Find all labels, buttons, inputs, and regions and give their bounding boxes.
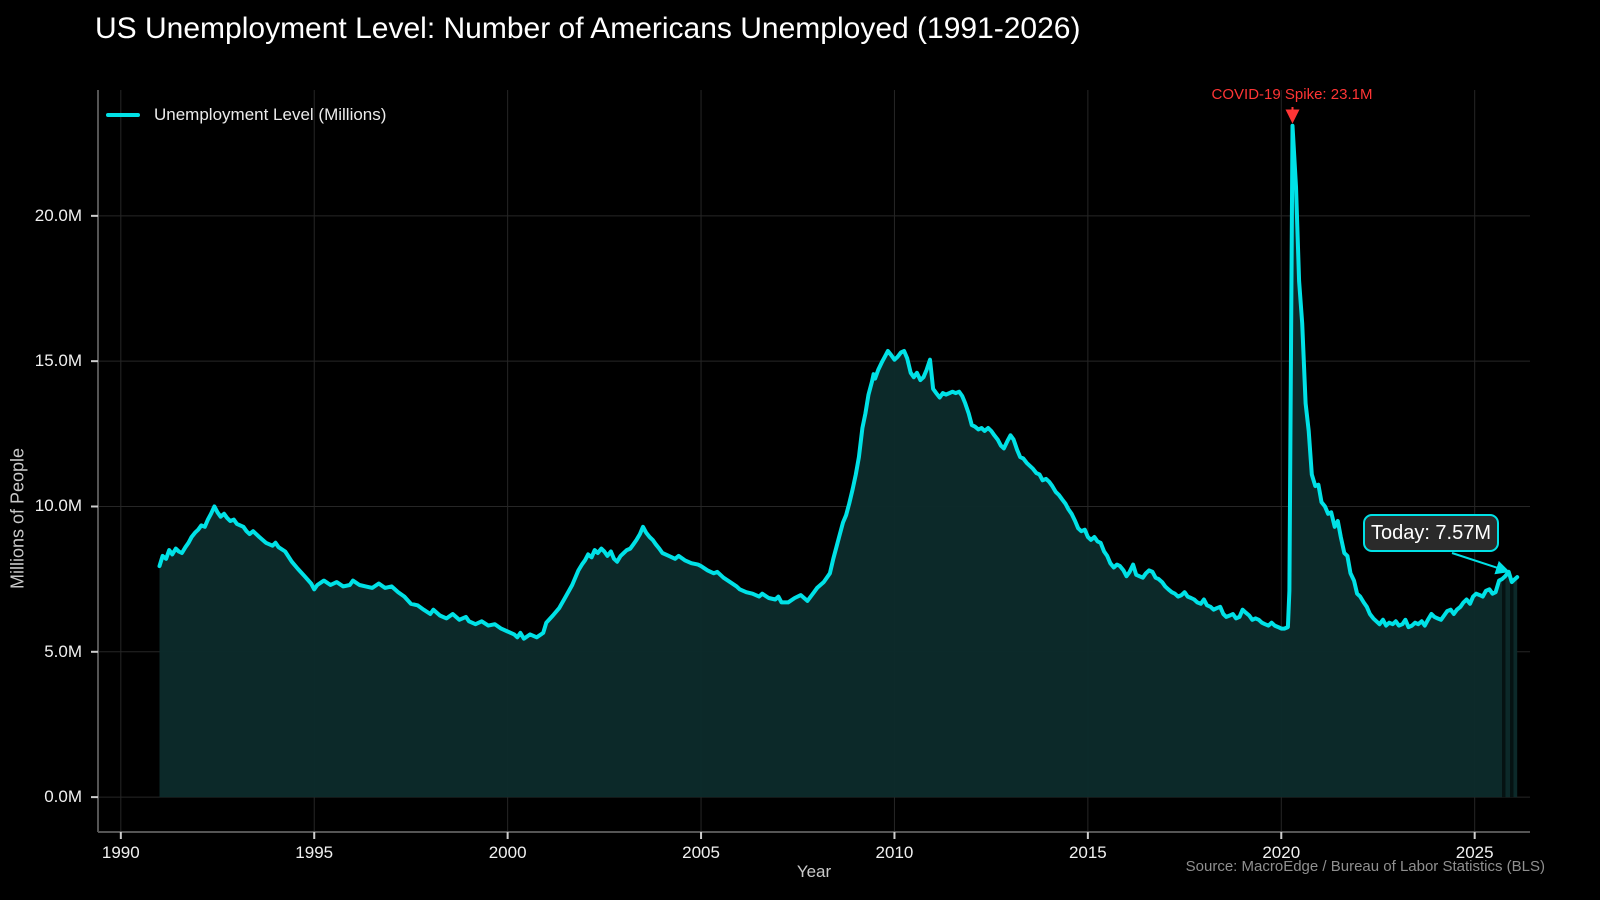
y-tick-label-15.0M: 15.0M xyxy=(34,351,82,371)
fill-gap-artifact xyxy=(1502,577,1506,798)
x-tick-label-2020: 2020 xyxy=(1262,843,1301,862)
x-tick-label-2000: 2000 xyxy=(488,843,527,862)
x-tick-label-2010: 2010 xyxy=(875,843,914,862)
x-axis-title: Year xyxy=(796,862,832,881)
source-attribution: Source: MacroEdge / Bureau of Labor Stat… xyxy=(1185,858,1545,875)
today-value-callout: Today: 7.57M xyxy=(1363,514,1499,552)
x-tick-label-2005: 2005 xyxy=(682,843,720,862)
x-tick-label-1990: 1990 xyxy=(101,843,140,862)
y-axis-title: Millions of People xyxy=(7,447,28,590)
x-tick-label-2015: 2015 xyxy=(1068,843,1107,862)
y-tick-label-20.0M: 20.0M xyxy=(34,205,82,225)
today-callout-arrow xyxy=(1451,552,1510,575)
x-tick-label-1995: 1995 xyxy=(295,843,334,862)
page-title: US Unemployment Level: Number of America… xyxy=(95,12,1081,45)
legend-item-unemployment-level[interactable]: Unemployment Level (Millions) xyxy=(106,105,386,125)
fill-gap-artifact xyxy=(1510,577,1514,798)
y-tick-label-10.0M: 10.0M xyxy=(34,496,82,516)
unemployment-area-fill xyxy=(159,125,1518,798)
y-tick-label-5.0M: 5.0M xyxy=(44,641,82,661)
legend-line-swatch xyxy=(106,113,140,117)
legend-label: Unemployment Level (Millions) xyxy=(154,105,387,124)
y-tick-label-0.0M: 0.0M xyxy=(44,787,82,807)
x-tick-label-2025: 2025 xyxy=(1455,843,1494,862)
unemployment-line xyxy=(157,123,1520,641)
covid-spike-annotation: COVID-19 Spike: 23.1M xyxy=(1211,86,1373,103)
